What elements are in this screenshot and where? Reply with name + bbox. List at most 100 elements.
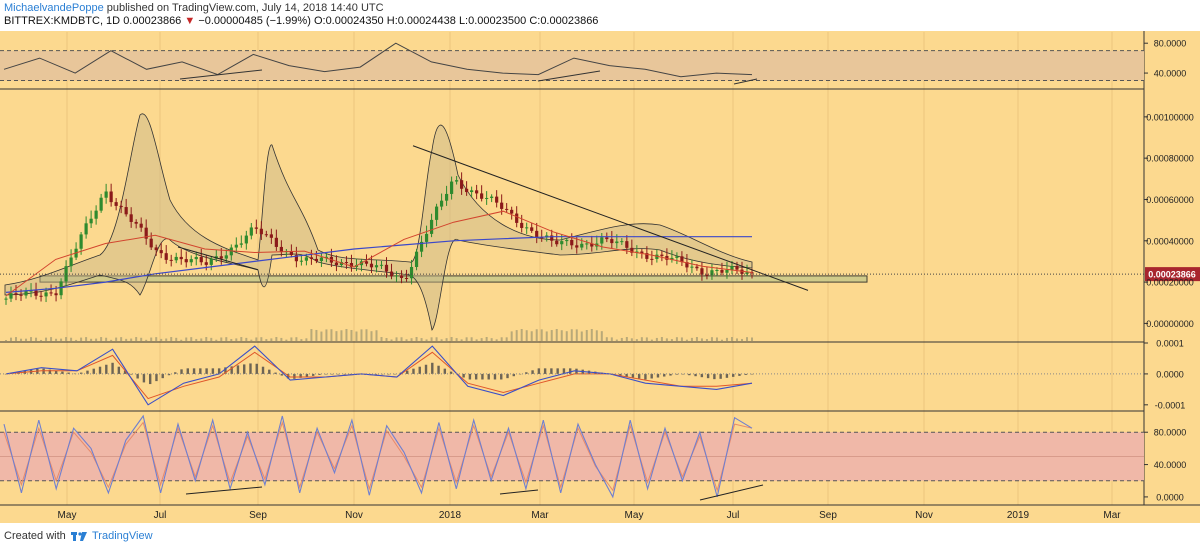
- price-panel: 0.00023866 0.00100000 0.00080000 0.00060000…: [0, 112, 1200, 341]
- volume-bar: [615, 339, 618, 341]
- candle-body: [565, 239, 569, 242]
- macd-histogram-bar: [167, 373, 171, 376]
- volume-bar: [145, 339, 148, 341]
- volume-bar: [620, 337, 623, 341]
- x-axis-label: Nov: [345, 510, 363, 521]
- macd-histogram-bar: [506, 373, 509, 379]
- volume-bar: [540, 329, 543, 341]
- volume-bar: [490, 338, 493, 341]
- candle-body: [690, 266, 694, 268]
- candle-body: [695, 266, 699, 269]
- macd-histogram-bar: [550, 368, 553, 374]
- volume-bar: [220, 337, 223, 341]
- macd-histogram-bar: [619, 373, 622, 376]
- y-tick-label: 0.0000: [1156, 369, 1184, 379]
- volume-bar: [410, 338, 413, 341]
- author-link[interactable]: MichaelvandePoppe: [4, 2, 104, 14]
- candle-body: [204, 262, 208, 265]
- volume-bar: [135, 337, 138, 341]
- candle-body: [670, 257, 674, 260]
- volume-bar: [285, 339, 288, 341]
- price-change: −0.00000485 (−1.99%): [198, 15, 311, 27]
- volume-bar: [305, 338, 308, 341]
- macd-histogram-bar: [205, 368, 208, 374]
- footer: Created with TradingView: [0, 523, 1200, 549]
- candle-body: [364, 261, 369, 264]
- macd-histogram-bar: [556, 368, 559, 374]
- rsi-divergence-line: [179, 69, 263, 80]
- rsi-divergence-line: [537, 70, 601, 82]
- tradingview-brand-link[interactable]: TradingView: [92, 530, 153, 542]
- macd-histogram-bar: [387, 373, 390, 375]
- macd-histogram-bar: [311, 373, 315, 376]
- volume-bar: [35, 337, 38, 341]
- tradingview-logo-icon: [71, 532, 87, 541]
- macd-histogram-bar: [462, 373, 465, 378]
- candle-body: [640, 251, 644, 254]
- ma-blue-line: [5, 236, 752, 293]
- chart-header: MichaelvandePoppe published on TradingVi…: [0, 0, 1200, 30]
- candle-body: [334, 262, 339, 266]
- macd-histogram-bar: [468, 373, 472, 380]
- stoch-k-line: [3, 414, 753, 499]
- volume-bar: [80, 337, 83, 341]
- volume-bar: [605, 337, 608, 341]
- candle-body: [510, 209, 514, 214]
- candle-body: [189, 259, 193, 263]
- volume-bar: [485, 337, 488, 341]
- candle-body: [389, 271, 394, 277]
- volume-bar: [380, 337, 383, 341]
- candle-body: [705, 274, 709, 276]
- volume-bar: [505, 337, 508, 341]
- macd-histogram-bar: [525, 372, 528, 374]
- volume-bar: [625, 337, 628, 341]
- volume-bar: [390, 339, 393, 341]
- y-tick-label: 40.0000: [1154, 69, 1187, 79]
- candle-body: [154, 247, 158, 251]
- close-value: 0.00023866: [540, 15, 599, 27]
- candle-body: [279, 246, 283, 252]
- macd-histogram-bar: [449, 371, 453, 374]
- macd-histogram-bar: [123, 370, 127, 374]
- macd-histogram-bar: [406, 370, 409, 374]
- volume-bar: [710, 337, 713, 341]
- volume-bar: [740, 338, 743, 341]
- candle-body: [294, 255, 298, 262]
- rsi-divergence-line: [733, 78, 758, 85]
- candle-body: [585, 243, 589, 245]
- volume-bar: [195, 338, 198, 341]
- volume-bar: [275, 337, 278, 341]
- x-axis-label: 2018: [439, 510, 462, 521]
- volume-bar: [240, 337, 243, 341]
- x-axis-label: Jul: [154, 510, 167, 521]
- volume-bar: [350, 329, 353, 341]
- volume-bar: [725, 337, 728, 341]
- macd-histogram-bar: [393, 373, 396, 375]
- candle-body: [239, 243, 243, 245]
- macd-histogram-bar: [349, 373, 352, 375]
- macd-histogram-bar: [694, 373, 697, 377]
- volume-bar: [555, 329, 558, 341]
- macd-histogram-bar: [330, 373, 334, 375]
- high-label: H:: [386, 15, 398, 27]
- candle-body: [269, 234, 273, 238]
- volume-bar: [130, 338, 133, 341]
- candle-body: [29, 290, 33, 292]
- candle-body: [475, 190, 479, 194]
- volume-bar: [610, 337, 613, 341]
- volume-bar: [675, 337, 678, 341]
- macd-histogram-bar: [92, 368, 95, 374]
- volume-bar: [645, 337, 648, 341]
- volume-bar: [450, 337, 453, 341]
- macd-histogram-bar: [224, 367, 227, 374]
- candle-body: [725, 269, 729, 273]
- volume-bar: [425, 339, 428, 341]
- volume-bar: [510, 331, 513, 341]
- volume-bar: [670, 339, 673, 341]
- macd-histogram-bar: [105, 364, 108, 374]
- candle-body: [124, 207, 128, 215]
- volume-bar: [50, 337, 53, 341]
- macd-histogram-bar: [650, 373, 653, 379]
- volume-bar: [295, 337, 298, 341]
